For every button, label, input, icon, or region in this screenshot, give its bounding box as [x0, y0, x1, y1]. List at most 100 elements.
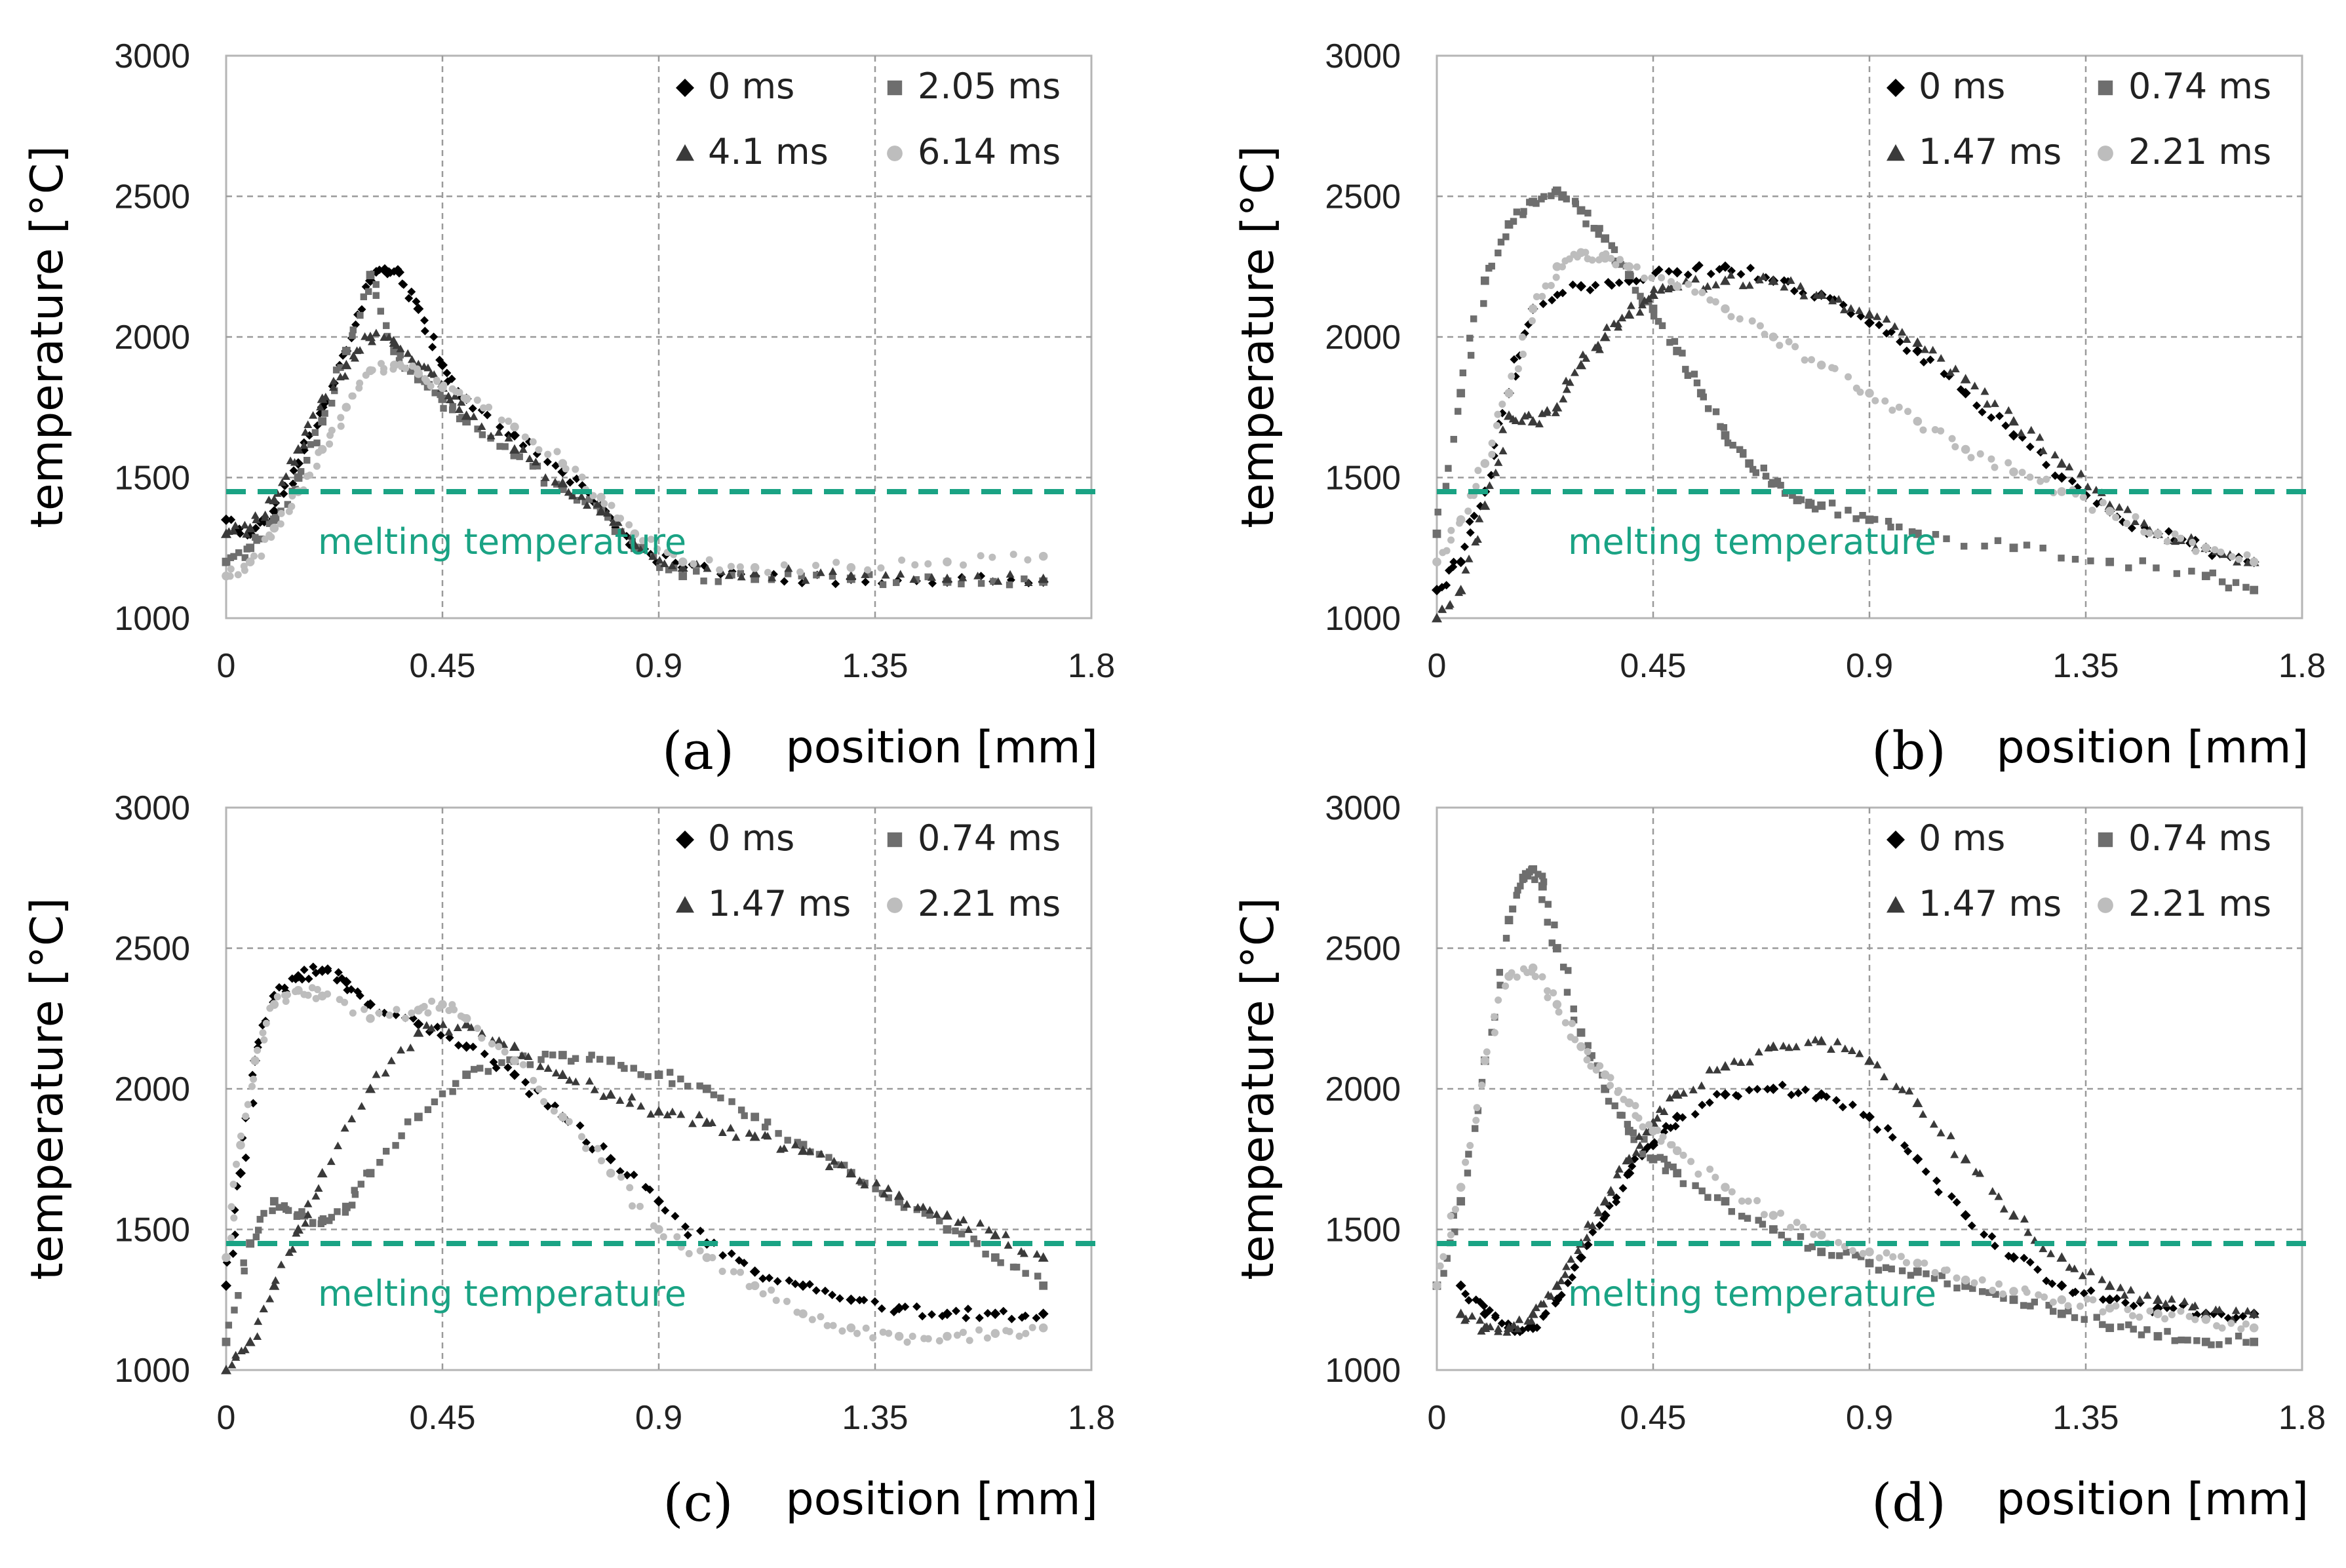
data-point	[2056, 472, 2067, 483]
data-point	[1455, 557, 1466, 568]
data-point-jitter	[1488, 450, 1496, 458]
data-point-jitter	[1633, 263, 1641, 271]
data-point-jitter	[1937, 427, 1945, 435]
data-point-jitter	[1720, 424, 1728, 431]
data-point-jitter	[254, 1046, 262, 1054]
data-point-jitter	[1443, 1255, 1451, 1262]
data-point	[1769, 1211, 1778, 1220]
data-point	[413, 1019, 424, 1030]
legend-marker	[887, 146, 903, 161]
data-point-jitter	[1517, 882, 1524, 890]
data-point-jitter	[1897, 1253, 1905, 1261]
data-point	[798, 1145, 808, 1155]
data-point	[751, 1112, 760, 1122]
data-point-jitter	[478, 1034, 486, 1042]
data-point	[341, 359, 352, 370]
data-point-jitter	[1857, 1253, 1865, 1261]
data-point-jitter	[479, 404, 488, 412]
data-point	[293, 1224, 303, 1234]
data-point	[510, 422, 519, 432]
data-point-jitter	[328, 399, 336, 407]
y-tick-label: 2000	[1325, 1070, 1401, 1108]
data-point-jitter	[648, 552, 657, 560]
data-point-jitter	[1528, 866, 1535, 873]
data-point-jitter	[473, 396, 481, 404]
data-point-jitter	[703, 564, 712, 572]
data-point-jitter	[1442, 581, 1451, 590]
data-point-jitter	[685, 1249, 693, 1257]
data-point-jitter	[878, 1190, 886, 1197]
data-point-jitter	[402, 364, 410, 372]
data-point-jitter	[573, 496, 581, 504]
data-point-jitter	[2071, 1287, 2080, 1297]
data-point-jitter	[2120, 1291, 2129, 1299]
data-point-jitter	[1570, 1005, 1577, 1013]
data-point	[390, 347, 399, 355]
data-point-jitter	[2161, 1315, 2169, 1323]
data-point-jitter	[1953, 1274, 1961, 1282]
data-point	[1960, 387, 1971, 399]
data-point	[1624, 1154, 1635, 1164]
data-point	[244, 522, 256, 533]
data-point-jitter	[1889, 1253, 1897, 1261]
data-point-jitter	[2242, 1320, 2250, 1328]
data-point-jitter	[1921, 345, 1930, 353]
data-point-jitter	[970, 1235, 977, 1243]
data-point-jitter	[311, 1192, 321, 1200]
data-point-jitter	[1898, 328, 1907, 336]
data-point	[2201, 1314, 2211, 1324]
data-point-jitter	[227, 1234, 235, 1242]
data-point	[1913, 529, 1922, 538]
legend-label: 0 ms	[708, 817, 794, 859]
data-point-jitter	[1666, 339, 1673, 346]
data-point	[2104, 500, 2115, 510]
data-point-jitter	[1445, 600, 1455, 608]
data-point-jitter	[450, 391, 459, 400]
data-point-jitter	[1660, 1107, 1669, 1115]
data-point-jitter	[1645, 1121, 1653, 1129]
data-point	[942, 1308, 952, 1320]
data-point-jitter	[2173, 570, 2181, 578]
data-point	[1720, 275, 1730, 285]
data-point-jitter	[1494, 410, 1502, 418]
data-point-jitter	[2083, 482, 2092, 490]
data-point	[1504, 389, 1514, 398]
data-point	[1038, 551, 1048, 561]
data-point-jitter	[924, 560, 932, 568]
data-point-jitter	[964, 1225, 973, 1233]
data-point-jitter	[1513, 973, 1521, 981]
data-point-jitter	[1777, 482, 1784, 489]
data-point-jitter	[1602, 250, 1610, 258]
data-point	[1912, 1154, 1923, 1165]
data-point-jitter	[924, 1335, 932, 1343]
data-point-jitter	[962, 1314, 971, 1323]
data-point-jitter	[525, 454, 534, 463]
series-0-ms	[1455, 1080, 2259, 1337]
data-point-jitter	[303, 420, 313, 428]
data-point-jitter	[447, 374, 456, 383]
data-point-jitter	[1929, 1120, 1938, 1128]
data-point-jitter	[2237, 1325, 2245, 1333]
data-point-jitter	[237, 1132, 245, 1140]
data-point-jitter	[1511, 416, 1520, 425]
legend-label: 0 ms	[1919, 817, 2005, 859]
data-point-jitter	[1524, 872, 1532, 880]
data-point-jitter	[428, 343, 437, 352]
data-point	[654, 1106, 664, 1116]
data-point-jitter	[877, 1304, 886, 1313]
data-point-jitter	[881, 570, 890, 579]
data-point-jitter	[577, 492, 586, 500]
data-point	[1039, 1281, 1048, 1290]
data-point-jitter	[1736, 1058, 1746, 1067]
melting-label: melting temperature	[1568, 1273, 1936, 1314]
data-point-jitter	[1826, 1045, 1835, 1053]
data-point	[1816, 1036, 1827, 1046]
data-point-jitter	[727, 562, 735, 570]
data-point-jitter	[1565, 967, 1572, 974]
data-point-jitter	[812, 562, 820, 570]
data-point-jitter	[1662, 1167, 1670, 1175]
data-point-jitter	[1705, 1098, 1714, 1107]
data-point-jitter	[1931, 1268, 1939, 1276]
data-point-jitter	[2078, 1271, 2087, 1280]
data-point-jitter	[1888, 406, 1896, 414]
